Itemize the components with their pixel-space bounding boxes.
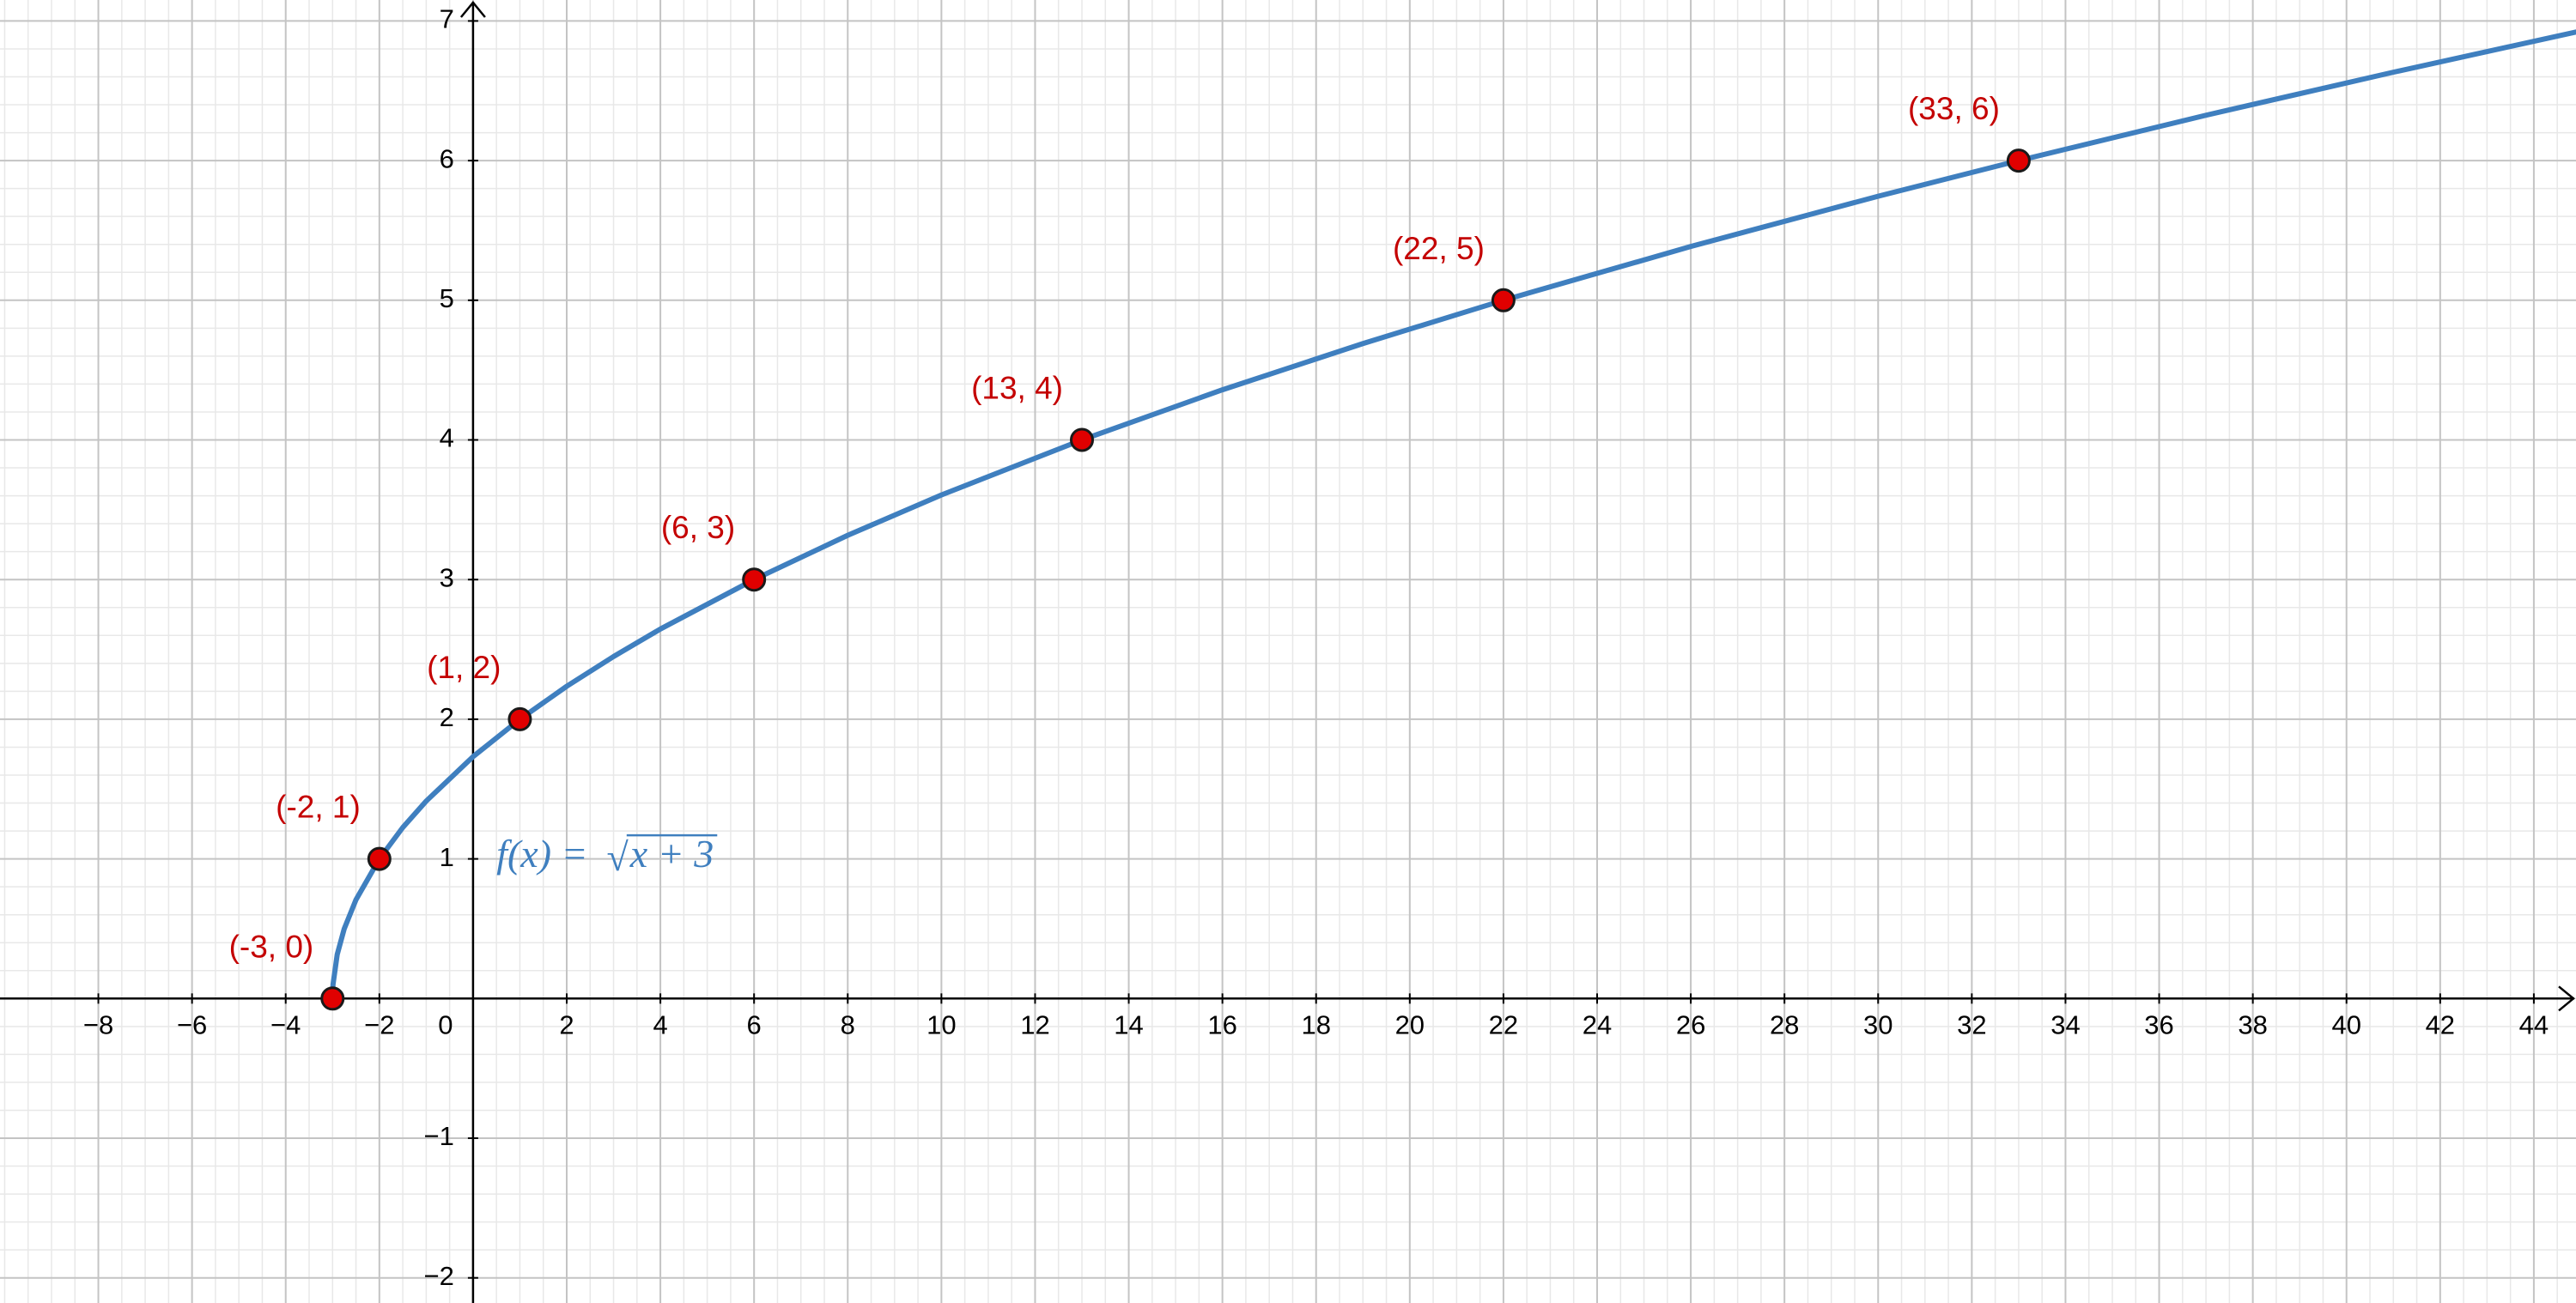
x-tick-label: 32: [1957, 1009, 1986, 1039]
x-tick-label: −8: [83, 1009, 113, 1039]
point-label: (33, 6): [1908, 91, 2000, 126]
x-tick-label: 24: [1583, 1009, 1612, 1039]
x-tick-label: −6: [177, 1009, 207, 1039]
x-tick-label: 22: [1489, 1009, 1518, 1039]
x-tick-label: 44: [2519, 1009, 2549, 1039]
x-tick-label: 42: [2426, 1009, 2455, 1039]
x-tick-label: 0: [438, 1009, 453, 1039]
y-tick-label: −1: [424, 1121, 454, 1151]
point-label: (-3, 0): [229, 929, 314, 964]
point: [1070, 427, 1094, 452]
y-tick-label: 1: [440, 842, 454, 872]
point: [320, 986, 345, 1011]
x-tick-label: 36: [2144, 1009, 2173, 1039]
point-label: (22, 5): [1393, 231, 1485, 266]
point: [367, 846, 392, 871]
y-tick-label: 3: [440, 562, 454, 592]
x-tick-label: 2: [559, 1009, 574, 1039]
x-tick-label: 12: [1020, 1009, 1049, 1039]
x-tick-label: 34: [2050, 1009, 2080, 1039]
point: [742, 567, 767, 592]
point-label: (-2, 1): [276, 790, 361, 825]
x-tick-label: 4: [653, 1009, 667, 1039]
y-tick-label: 7: [440, 4, 454, 34]
point-label: (13, 4): [971, 371, 1063, 406]
y-tick-label: 4: [440, 423, 454, 453]
function-curve: [330, 29, 2576, 1002]
x-tick-label: 10: [927, 1009, 956, 1039]
x-tick-label: 30: [1863, 1009, 1893, 1039]
point-label: (1, 2): [427, 650, 501, 685]
point-label: (6, 3): [661, 510, 735, 545]
point: [1491, 288, 1516, 312]
x-tick-label: 38: [2238, 1009, 2267, 1039]
y-axis-arrow: [459, 1, 486, 18]
formula-radical: √: [607, 835, 629, 879]
y-tick-label: 5: [440, 283, 454, 313]
x-tick-label: −2: [364, 1009, 394, 1039]
x-tick-label: −4: [270, 1009, 301, 1039]
x-tick-label: 8: [841, 1009, 855, 1039]
x-tick-label: 26: [1676, 1009, 1705, 1039]
x-tick-label: 6: [747, 1009, 762, 1039]
x-tick-label: 28: [1770, 1009, 1799, 1039]
x-tick-label: 20: [1395, 1009, 1425, 1039]
formula-radicand: x + 3: [629, 832, 714, 876]
y-tick-label: 2: [440, 702, 454, 732]
point: [2006, 148, 2031, 173]
y-tick-label: −2: [424, 1261, 454, 1291]
formula-lhs: f(x) =: [496, 832, 587, 876]
x-axis-arrow: [2558, 985, 2575, 1012]
point: [507, 706, 532, 731]
x-tick-label: 40: [2331, 1009, 2360, 1039]
x-tick-label: 18: [1301, 1009, 1330, 1039]
x-tick-label: 16: [1207, 1009, 1236, 1039]
y-tick-label: 6: [440, 143, 454, 173]
x-tick-label: 14: [1114, 1009, 1143, 1039]
